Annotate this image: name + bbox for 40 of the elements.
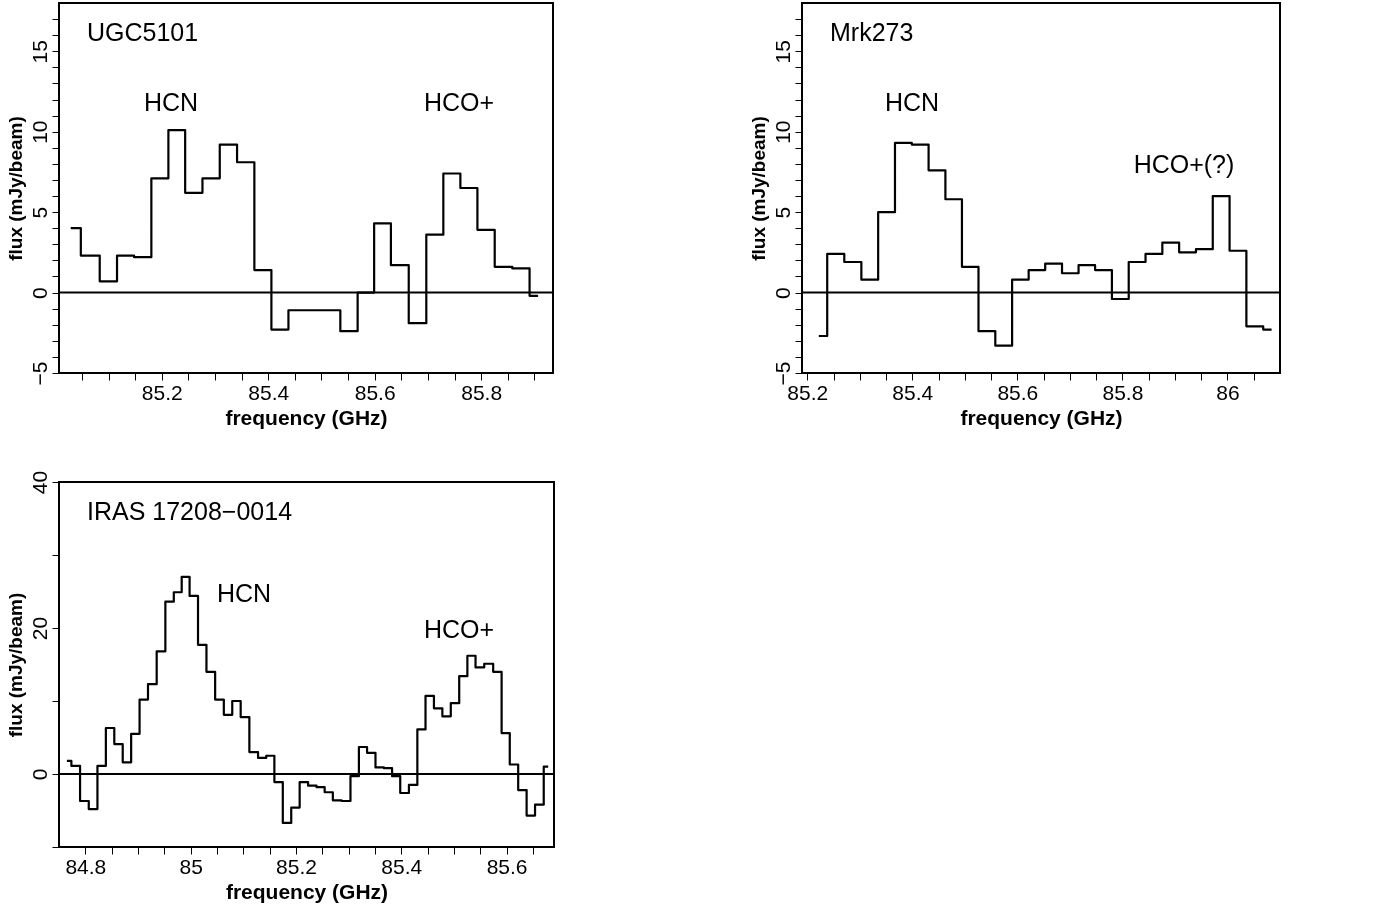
y-axis-title: flux (mJy/beam) xyxy=(747,116,769,261)
y-tick-label: 15 xyxy=(27,40,51,64)
x-axis-title: frequency (GHz) xyxy=(225,879,389,903)
x-tick-label: 85 xyxy=(179,854,203,878)
x-axis-title: frequency (GHz) xyxy=(960,405,1123,429)
y-axis-title: flux (mJy/beam) xyxy=(4,592,26,738)
text: UGC5101 xyxy=(87,18,199,46)
x-tick-label: 85.6 xyxy=(354,380,396,404)
y-tick-label: −5 xyxy=(27,361,51,386)
y-tick-label: 0 xyxy=(27,768,51,781)
y-tick-label: 20 xyxy=(27,616,51,641)
annotation: HCO+(?) xyxy=(1133,150,1235,178)
x-tick-label: 84.8 xyxy=(65,854,107,878)
x-tick-label: 85.6 xyxy=(997,380,1039,404)
y-tick-label: 0 xyxy=(770,287,794,299)
x-tick-label: 85.4 xyxy=(248,380,290,404)
x-tick-label: 85.8 xyxy=(1102,380,1144,404)
x-axis-title: frequency (GHz) xyxy=(225,405,388,429)
text: IRAS 17208−0014 xyxy=(87,497,293,525)
y-tick-label: 5 xyxy=(27,206,51,219)
text: Mrk273 xyxy=(830,18,914,46)
y-tick-label: 5 xyxy=(770,206,794,219)
annotation: HCN xyxy=(216,579,272,607)
annotation: HCN xyxy=(143,88,199,116)
x-tick-label: 85.2 xyxy=(276,854,317,878)
y-tick-label: 10 xyxy=(770,120,794,144)
y-tick-label: 0 xyxy=(27,287,51,299)
y-axis-title: flux (mJy/beam) xyxy=(4,116,26,261)
annotation: HCN xyxy=(884,88,940,116)
x-tick-label: 85.4 xyxy=(381,854,423,878)
x-tick-label: 85.2 xyxy=(141,380,183,404)
annotation: HCO+ xyxy=(423,615,495,643)
x-tick-label: 85.6 xyxy=(486,854,528,878)
y-tick-label: 10 xyxy=(27,120,51,144)
x-tick-label: 85.8 xyxy=(461,380,503,404)
x-tick-label: 85.4 xyxy=(892,380,934,404)
y-tick-label: 40 xyxy=(27,470,51,495)
annotation: HCO+ xyxy=(423,88,495,116)
x-tick-label: 86 xyxy=(1216,380,1240,404)
y-tick-label: 15 xyxy=(770,40,794,64)
